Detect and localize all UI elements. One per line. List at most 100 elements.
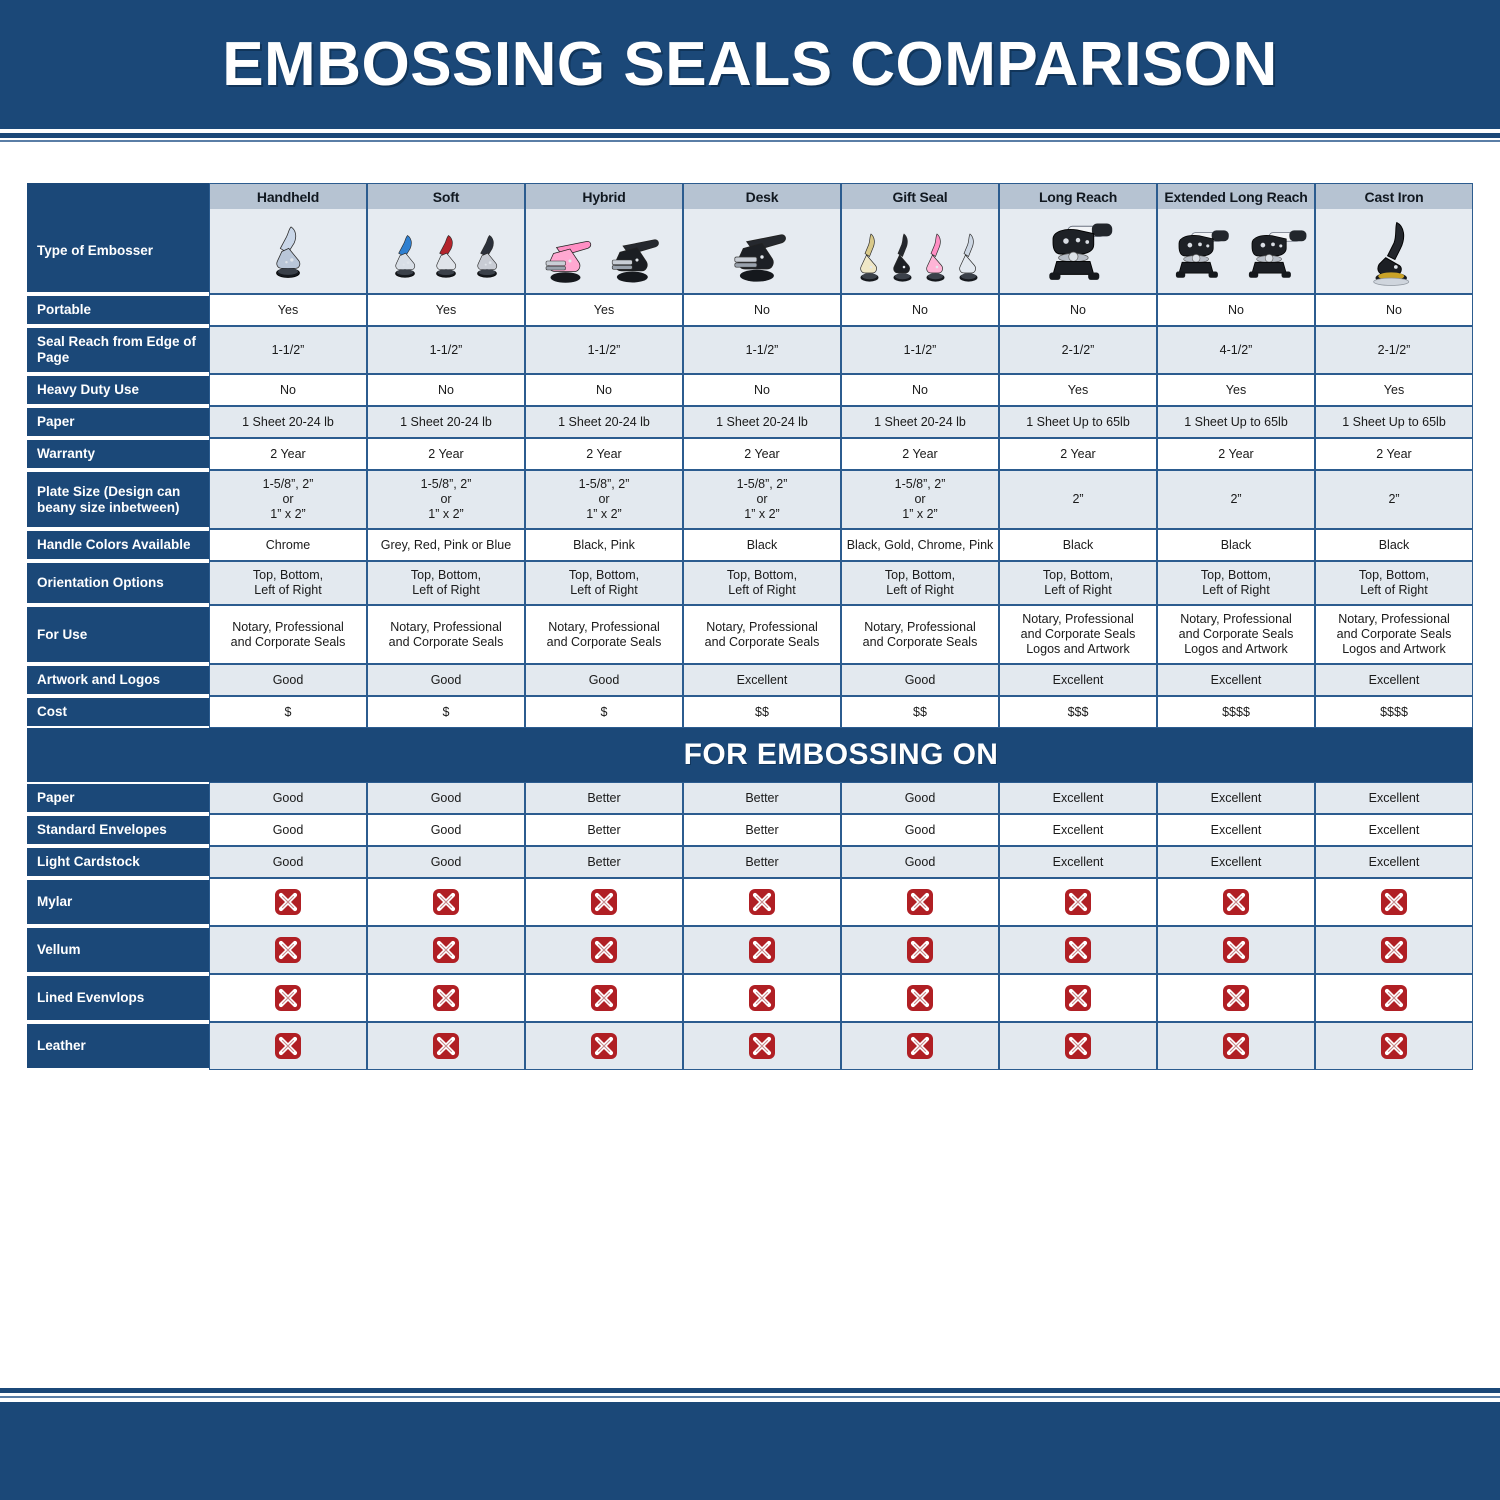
embosser-image-long-reach-embosser: [999, 209, 1157, 294]
cell-cost-5: $$$: [999, 696, 1157, 728]
cell-embossing-vellum-2: [525, 926, 683, 974]
table-body: Handheld Soft Hybrid Desk Gift Seal Long Reac…: [27, 183, 1473, 1070]
cell-handle-colors-available-2: Black, Pink: [525, 529, 683, 561]
table-row: Type of Embosser: [27, 209, 1473, 294]
cell-paper-5: 1 Sheet Up to 65lb: [999, 406, 1157, 438]
row-label-heavy-duty-use: Heavy Duty Use: [27, 374, 209, 406]
cell-embossing-leather-6: [1157, 1022, 1315, 1070]
cell-embossing-vellum-1: [367, 926, 525, 974]
cell-for-use-5: Notary, Professional and Corporate Seals L…: [999, 605, 1157, 664]
x-mark-icon: [1003, 981, 1153, 1015]
row-label-embossing-mylar: Mylar: [27, 878, 209, 926]
x-mark-icon: [529, 933, 679, 967]
header-banner: [0, 0, 1500, 129]
cell-paper-7: 1 Sheet Up to 65lb: [1315, 406, 1473, 438]
cell-for-use-4: Notary, Professional and Corporate Seals: [841, 605, 999, 664]
cell-plate-size-design-can-beany-size-inbetween-7: 2”: [1315, 470, 1473, 529]
cell-orientation-options-7: Top, Bottom, Left of Right: [1315, 561, 1473, 605]
cell-cost-0: $: [209, 696, 367, 728]
cell-warranty-2: 2 Year: [525, 438, 683, 470]
cell-heavy-duty-use-3: No: [683, 374, 841, 406]
table-row: Vellum: [27, 926, 1473, 974]
cell-embossing-vellum-6: [1157, 926, 1315, 974]
cell-paper-3: 1 Sheet 20-24 lb: [683, 406, 841, 438]
x-mark-icon: [687, 933, 837, 967]
x-mark-icon: [1319, 981, 1469, 1015]
cell-embossing-light-cardstock-5: Excellent: [999, 846, 1157, 878]
cell-plate-size-design-can-beany-size-inbetween-0: 1-5/8”, 2” or 1” x 2”: [209, 470, 367, 529]
cell-embossing-lined-evenvlops-4: [841, 974, 999, 1022]
x-mark-icon: [845, 1029, 995, 1063]
cell-embossing-leather-5: [999, 1022, 1157, 1070]
cell-orientation-options-1: Top, Bottom, Left of Right: [367, 561, 525, 605]
cell-artwork-and-logos-4: Good: [841, 664, 999, 696]
cell-embossing-standard-envelopes-2: Better: [525, 814, 683, 846]
x-mark-icon: [371, 885, 521, 919]
cell-paper-4: 1 Sheet 20-24 lb: [841, 406, 999, 438]
x-mark-icon: [1003, 1029, 1153, 1063]
cell-embossing-mylar-3: [683, 878, 841, 926]
cell-embossing-leather-4: [841, 1022, 999, 1070]
cell-paper-1: 1 Sheet 20-24 lb: [367, 406, 525, 438]
x-mark-icon: [371, 1029, 521, 1063]
cell-embossing-standard-envelopes-1: Good: [367, 814, 525, 846]
cell-warranty-0: 2 Year: [209, 438, 367, 470]
cell-warranty-6: 2 Year: [1157, 438, 1315, 470]
section-banner-for-embossing-on: FOR EMBOSSING ON: [209, 728, 1473, 782]
cell-orientation-options-5: Top, Bottom, Left of Right: [999, 561, 1157, 605]
row-label-orientation-options: Orientation Options: [27, 561, 209, 605]
cell-embossing-paper-7: Excellent: [1315, 782, 1473, 814]
cell-orientation-options-6: Top, Bottom, Left of Right: [1157, 561, 1315, 605]
cell-warranty-7: 2 Year: [1315, 438, 1473, 470]
x-mark-icon: [213, 885, 363, 919]
x-mark-icon: [371, 933, 521, 967]
cell-embossing-light-cardstock-0: Good: [209, 846, 367, 878]
page-title: EMBOSSING SEALS COMPARISON: [222, 30, 1278, 99]
embosser-image-handheld-embosser: [209, 209, 367, 294]
x-mark-icon: [687, 981, 837, 1015]
cell-warranty-5: 2 Year: [999, 438, 1157, 470]
cell-embossing-vellum-3: [683, 926, 841, 974]
cell-warranty-1: 2 Year: [367, 438, 525, 470]
column-header-handheld: Handheld: [209, 183, 367, 209]
table-row: Warranty 2 Year 2 Year 2 Year 2 Year 2 Year 2 …: [27, 438, 1473, 470]
embosser-image-gift-seal-embossers: [841, 209, 999, 294]
cell-embossing-mylar-4: [841, 878, 999, 926]
header-rule-thick: [0, 133, 1500, 138]
column-header-hybrid: Hybrid: [525, 183, 683, 209]
cell-embossing-lined-evenvlops-1: [367, 974, 525, 1022]
cell-seal-reach-from-edge-of-page-7: 2-1/2”: [1315, 326, 1473, 374]
cell-handle-colors-available-6: Black: [1157, 529, 1315, 561]
cell-portable-6: No: [1157, 294, 1315, 326]
cell-heavy-duty-use-7: Yes: [1315, 374, 1473, 406]
cell-embossing-standard-envelopes-5: Excellent: [999, 814, 1157, 846]
cell-embossing-standard-envelopes-7: Excellent: [1315, 814, 1473, 846]
row-label-warranty: Warranty: [27, 438, 209, 470]
row-label-seal-reach-from-edge-of-page: Seal Reach from Edge of Page: [27, 326, 209, 374]
cell-artwork-and-logos-7: Excellent: [1315, 664, 1473, 696]
embosser-image-soft-embossers: [367, 209, 525, 294]
x-mark-icon: [1003, 885, 1153, 919]
cell-portable-1: Yes: [367, 294, 525, 326]
x-mark-icon: [529, 1029, 679, 1063]
cell-warranty-4: 2 Year: [841, 438, 999, 470]
x-mark-icon: [213, 981, 363, 1015]
cell-heavy-duty-use-0: No: [209, 374, 367, 406]
cell-for-use-1: Notary, Professional and Corporate Seals: [367, 605, 525, 664]
cell-orientation-options-3: Top, Bottom, Left of Right: [683, 561, 841, 605]
table-row: For Use Notary, Professional and Corporate…: [27, 605, 1473, 664]
cell-orientation-options-4: Top, Bottom, Left of Right: [841, 561, 999, 605]
table-header-row: Handheld Soft Hybrid Desk Gift Seal Long Reac…: [27, 183, 1473, 209]
cell-plate-size-design-can-beany-size-inbetween-3: 1-5/8”, 2” or 1” x 2”: [683, 470, 841, 529]
row-label-embossing-light-cardstock: Light Cardstock: [27, 846, 209, 878]
cell-embossing-paper-2: Better: [525, 782, 683, 814]
cell-cost-1: $: [367, 696, 525, 728]
table-row: Cost $ $ $ $$ $$ $$$ $$$$ $$$$: [27, 696, 1473, 728]
cell-portable-4: No: [841, 294, 999, 326]
cell-embossing-mylar-7: [1315, 878, 1473, 926]
cell-embossing-light-cardstock-7: Excellent: [1315, 846, 1473, 878]
cell-heavy-duty-use-2: No: [525, 374, 683, 406]
cell-embossing-mylar-2: [525, 878, 683, 926]
footer-banner: [0, 1402, 1500, 1500]
cell-embossing-lined-evenvlops-6: [1157, 974, 1315, 1022]
